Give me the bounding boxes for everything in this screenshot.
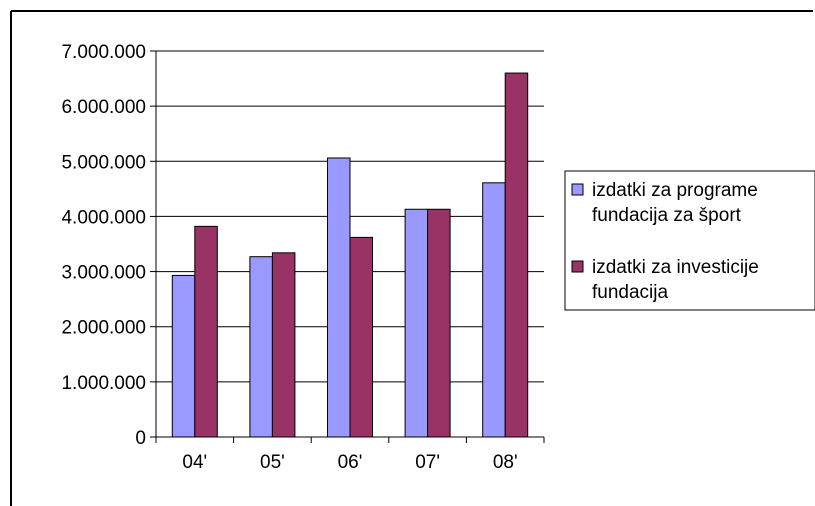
legend-box — [564, 170, 815, 311]
y-tick-label: 0 — [135, 428, 146, 449]
x-tick-label: 08' — [493, 452, 518, 473]
x-tick-label: 05' — [260, 452, 285, 473]
y-tick-label: 4.000.000 — [61, 207, 146, 228]
x-tick-label: 04' — [182, 452, 207, 473]
bar-investicije-4 — [504, 72, 529, 438]
bar-investicije-1 — [271, 252, 296, 438]
x-tick-labels: 04' 05' 06' 07' 08' — [182, 452, 517, 473]
y-tick-label: 7.000.000 — [61, 42, 146, 63]
bar-programe-4 — [482, 182, 506, 438]
bar-investicije-3 — [427, 208, 451, 438]
legend-label: izdatki za programe fundacija za šport — [592, 180, 758, 226]
y-tick-labels: 0 1.000.000 2.000.000 3.000.000 4.000.000 5.0… — [61, 42, 146, 449]
bar-programe-0 — [171, 274, 196, 438]
legend: izdatki za programe fundacija za šport izd… — [564, 170, 815, 311]
y-tick-label: 6.000.000 — [61, 97, 146, 118]
legend-swatch — [571, 183, 584, 196]
y-tick-label: 1.000.000 — [61, 373, 146, 394]
legend-label: izdatki za investicije fundacija — [592, 257, 759, 303]
bar-programe-1 — [249, 256, 273, 438]
bars — [171, 72, 529, 438]
bar-investicije-0 — [194, 225, 218, 438]
x-tick-label: 07' — [415, 452, 440, 473]
y-tick-label: 5.000.000 — [61, 152, 146, 173]
legend-swatch — [571, 260, 584, 273]
bar-programe-3 — [404, 208, 429, 438]
y-tick-label: 2.000.000 — [61, 318, 146, 339]
axes — [150, 50, 545, 443]
bar-programe-2 — [326, 157, 351, 438]
y-tick-label: 3.000.000 — [61, 263, 146, 284]
chart-frame — [10, 10, 813, 506]
x-tick-label: 06' — [338, 452, 363, 473]
bar-investicije-2 — [349, 236, 374, 438]
